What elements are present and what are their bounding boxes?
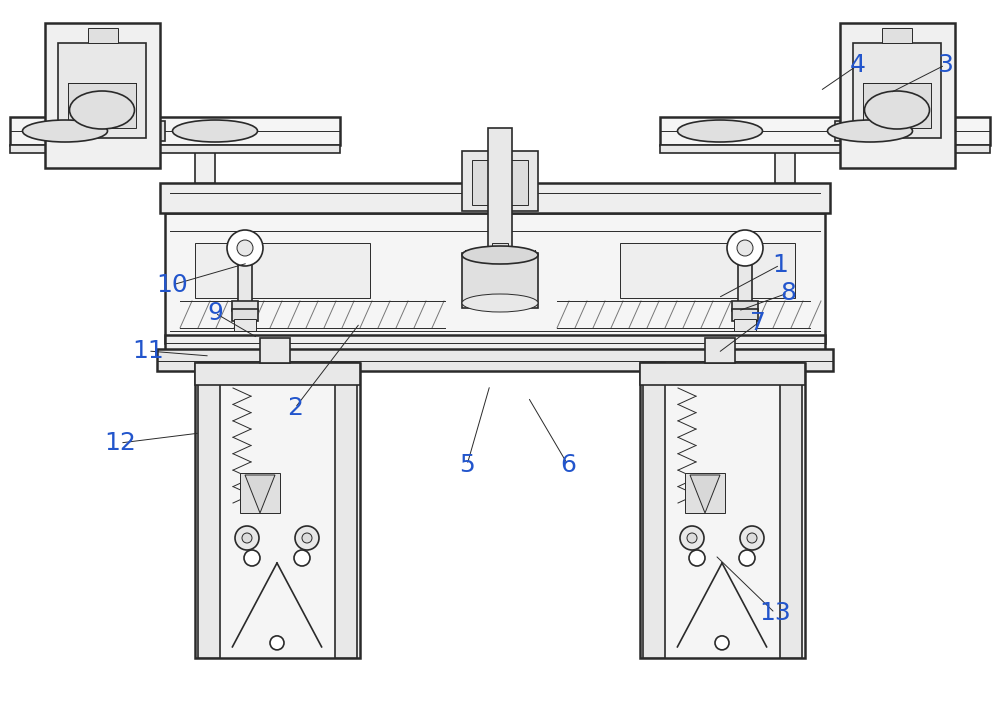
- Text: 12: 12: [104, 431, 136, 455]
- Bar: [835, 121, 885, 141]
- Bar: [238, 233, 252, 308]
- Bar: [115, 121, 165, 141]
- Bar: [195, 133, 215, 183]
- Bar: [160, 183, 830, 213]
- Circle shape: [739, 550, 755, 566]
- Bar: [58, 43, 146, 138]
- Bar: [882, 28, 912, 43]
- Text: 4: 4: [850, 53, 866, 77]
- Polygon shape: [690, 475, 720, 513]
- Ellipse shape: [462, 294, 538, 312]
- Text: 1: 1: [772, 253, 788, 277]
- Circle shape: [237, 240, 253, 256]
- Circle shape: [244, 550, 260, 566]
- Ellipse shape: [173, 120, 258, 142]
- Ellipse shape: [462, 246, 538, 264]
- Bar: [195, 363, 360, 385]
- Bar: [88, 28, 118, 43]
- Ellipse shape: [864, 91, 930, 129]
- Circle shape: [747, 533, 757, 543]
- Circle shape: [295, 526, 319, 550]
- Bar: [484, 248, 516, 258]
- Bar: [863, 83, 931, 128]
- Circle shape: [715, 636, 729, 650]
- Circle shape: [727, 230, 763, 266]
- Text: 2: 2: [287, 396, 303, 420]
- Ellipse shape: [22, 120, 108, 142]
- Bar: [260, 338, 290, 363]
- Bar: [335, 363, 357, 658]
- Text: 11: 11: [132, 339, 164, 363]
- Circle shape: [242, 533, 252, 543]
- Circle shape: [689, 550, 705, 566]
- Bar: [234, 319, 256, 331]
- Circle shape: [227, 230, 263, 266]
- Circle shape: [680, 526, 704, 550]
- Bar: [734, 319, 756, 331]
- Bar: [232, 301, 258, 311]
- Bar: [45, 23, 160, 168]
- Circle shape: [302, 533, 312, 543]
- Bar: [775, 133, 795, 183]
- Bar: [195, 243, 370, 298]
- Bar: [472, 160, 528, 205]
- Ellipse shape: [828, 120, 912, 142]
- Text: 7: 7: [750, 311, 766, 335]
- Bar: [853, 43, 941, 138]
- Bar: [640, 363, 805, 658]
- Bar: [660, 145, 990, 153]
- Bar: [198, 363, 220, 658]
- Text: 6: 6: [560, 453, 576, 477]
- Text: 13: 13: [759, 601, 791, 625]
- Bar: [462, 253, 538, 308]
- Bar: [68, 83, 136, 128]
- Bar: [240, 473, 280, 513]
- Ellipse shape: [678, 120, 763, 142]
- Polygon shape: [245, 475, 275, 513]
- Text: 3: 3: [937, 53, 953, 77]
- Bar: [165, 213, 825, 343]
- Bar: [462, 151, 538, 211]
- Bar: [780, 363, 802, 658]
- Text: 10: 10: [156, 273, 188, 297]
- Bar: [490, 256, 510, 268]
- Bar: [732, 301, 758, 311]
- Circle shape: [294, 550, 310, 566]
- Circle shape: [235, 526, 259, 550]
- Bar: [157, 349, 833, 371]
- Ellipse shape: [70, 91, 134, 129]
- Bar: [660, 117, 990, 145]
- Bar: [840, 23, 955, 168]
- Bar: [10, 145, 340, 153]
- Bar: [685, 473, 725, 513]
- Circle shape: [737, 240, 753, 256]
- Bar: [620, 243, 795, 298]
- Bar: [643, 363, 665, 658]
- Circle shape: [687, 533, 697, 543]
- Bar: [640, 363, 805, 385]
- Bar: [195, 363, 360, 658]
- Bar: [10, 117, 340, 145]
- Text: 9: 9: [207, 301, 223, 325]
- Bar: [492, 243, 508, 251]
- Bar: [165, 335, 825, 351]
- Bar: [488, 128, 512, 248]
- Bar: [732, 309, 758, 321]
- Bar: [705, 338, 735, 363]
- Circle shape: [740, 526, 764, 550]
- Text: 5: 5: [459, 453, 475, 477]
- Text: 8: 8: [780, 281, 796, 305]
- Circle shape: [270, 636, 284, 650]
- Bar: [232, 309, 258, 321]
- Bar: [738, 233, 752, 308]
